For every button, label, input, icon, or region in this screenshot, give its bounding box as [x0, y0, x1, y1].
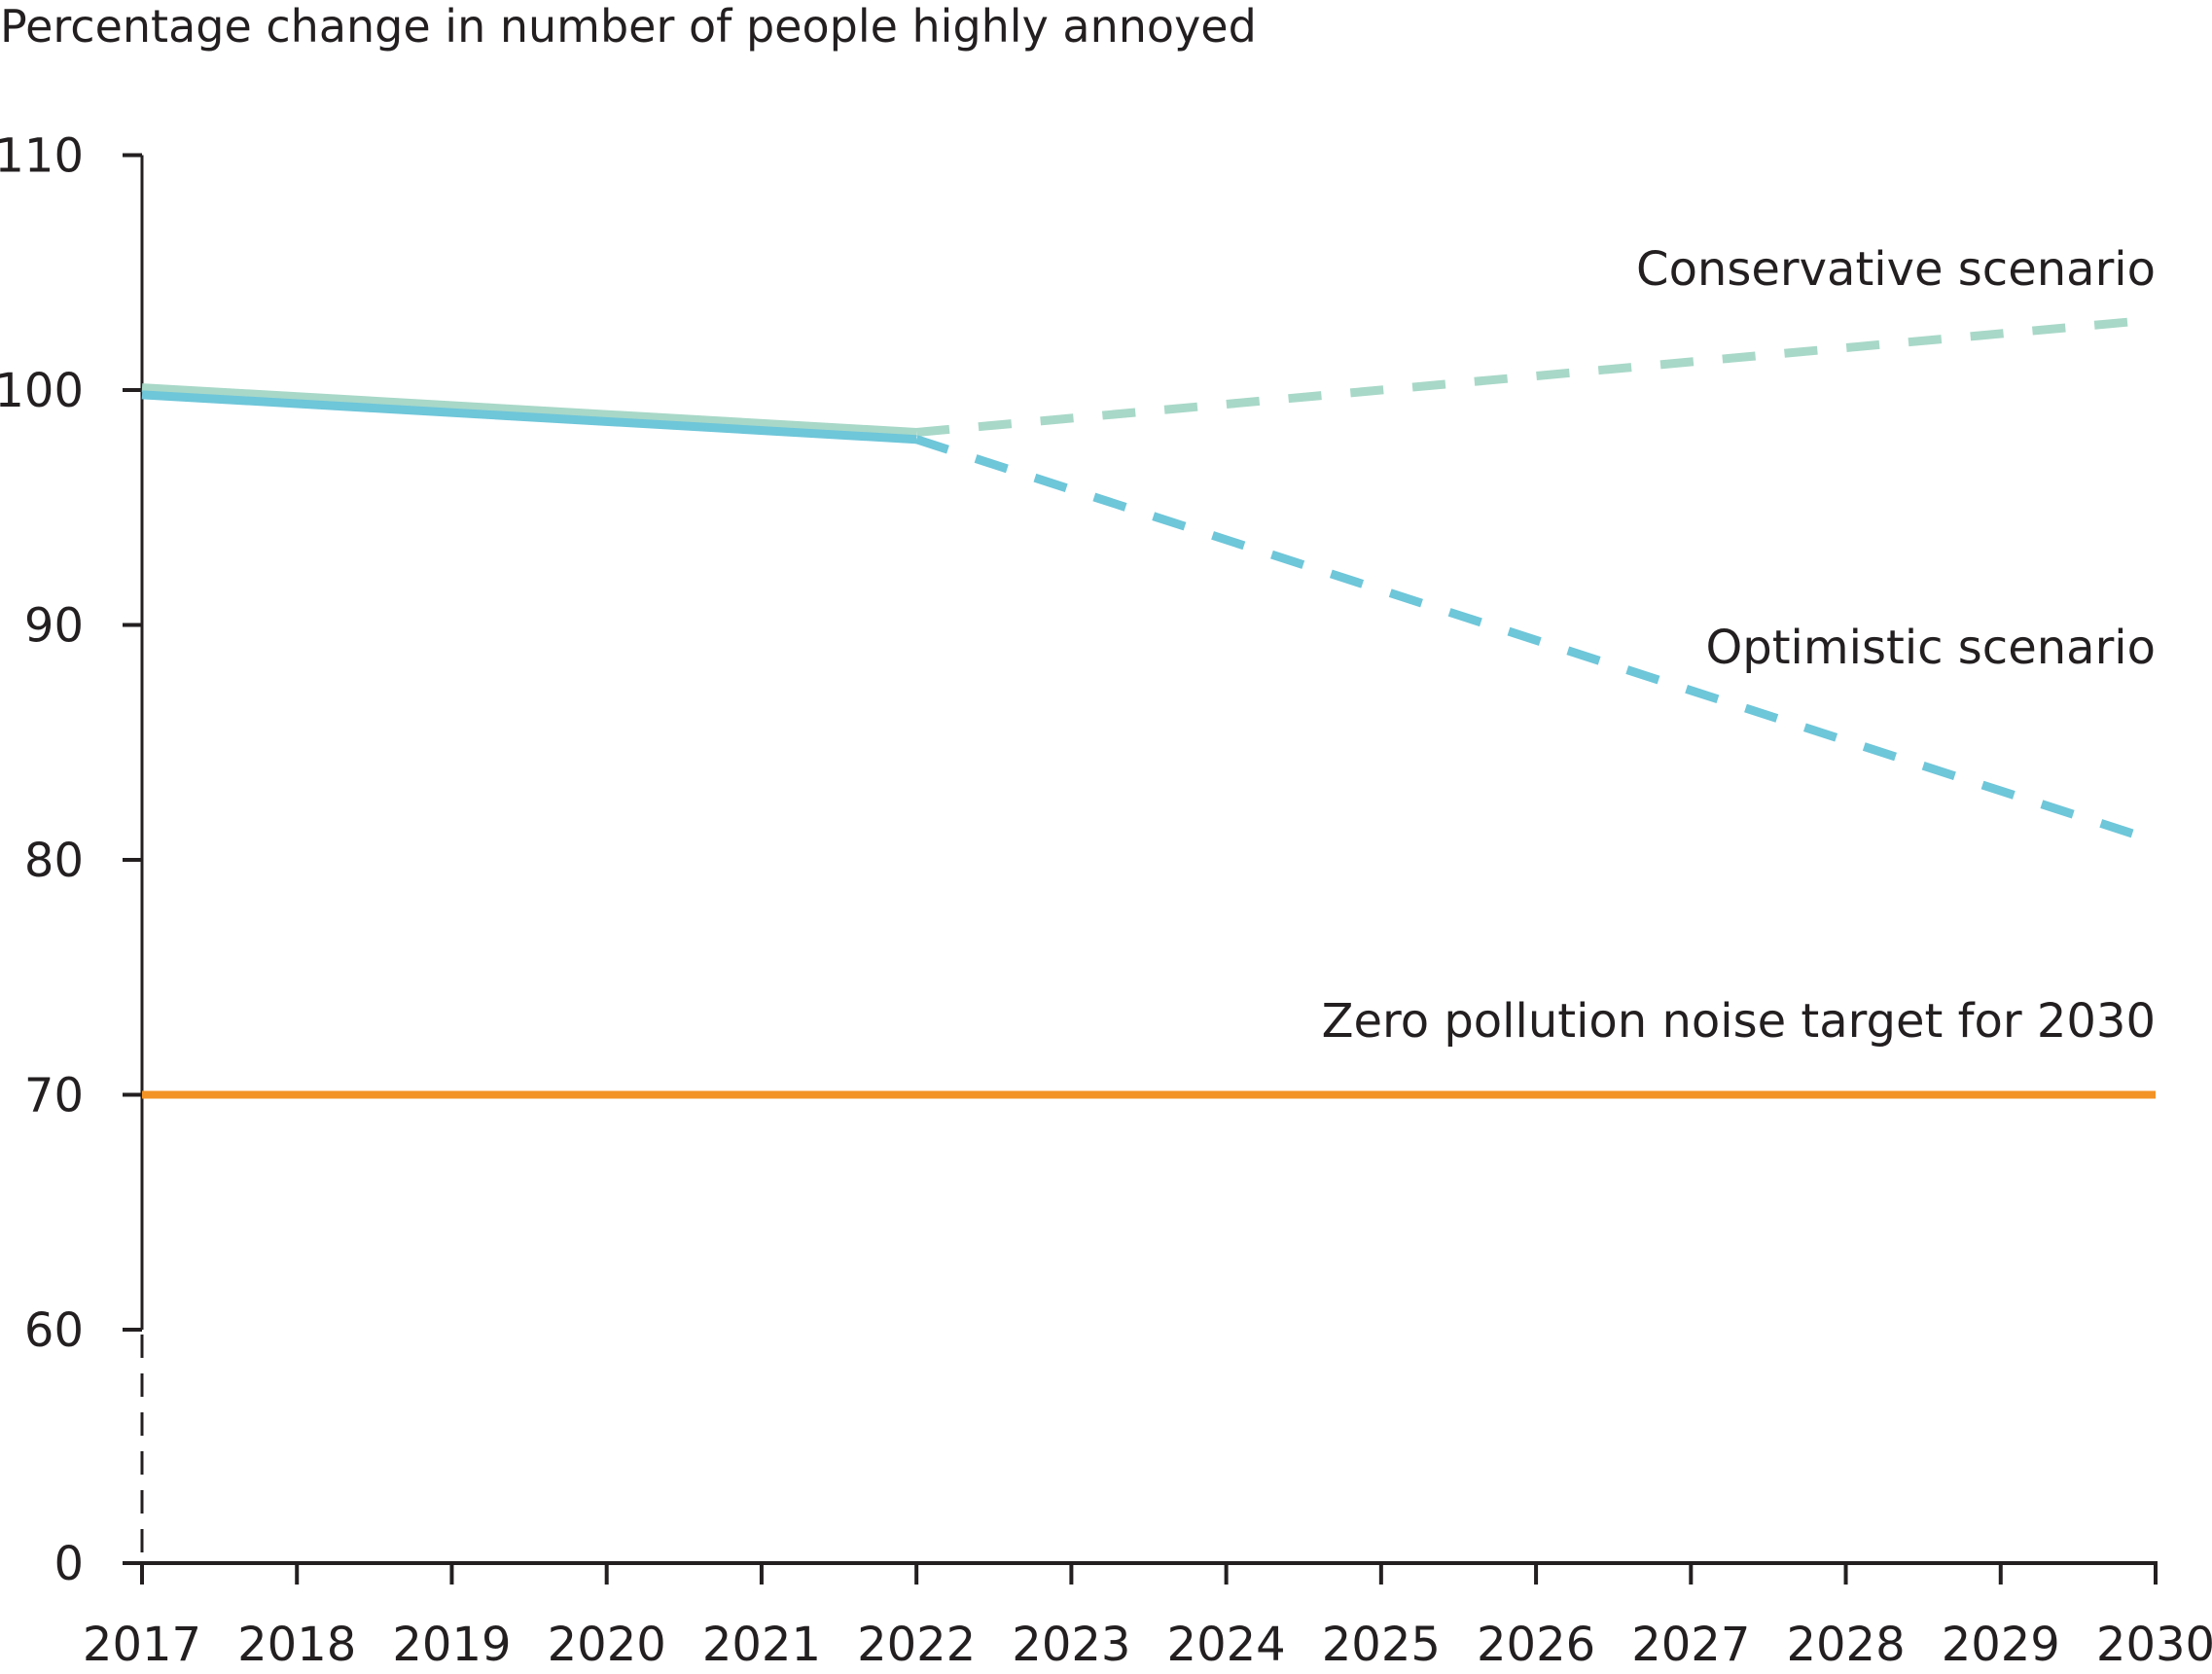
optimistic-scenario-projection-line: [914, 435, 2158, 845]
x-tick-label: 2018: [237, 1618, 356, 1672]
x-tick-label: 2019: [392, 1618, 511, 1672]
optimistic-scenario-label: Optimistic scenario: [1705, 621, 2156, 675]
y-tick-label: 90: [24, 599, 84, 654]
y-tick-label: 0: [54, 1537, 84, 1591]
x-tick-label: 2027: [1631, 1618, 1750, 1672]
conservative-scenario-projection-line: [915, 315, 2157, 437]
x-tick-label: 2030: [2096, 1618, 2212, 1672]
y-tick-label: 70: [24, 1069, 84, 1123]
zero-pollution-noise-target-for-2030-label: Zero pollution noise target for 2030: [1322, 994, 2156, 1049]
optimistic-scenario-historical-line: [141, 390, 917, 445]
y-axis-ticks: 0 60 70 80 90 100 110: [0, 129, 142, 1591]
x-tick-label: 2017: [83, 1618, 201, 1672]
x-tick-label: 2023: [1012, 1618, 1130, 1672]
y-tick-label: 80: [24, 834, 84, 888]
x-tick-label: 2028: [1786, 1618, 1905, 1672]
x-tick-label: 2024: [1167, 1618, 1286, 1672]
x-tick-label: 2025: [1322, 1618, 1441, 1672]
axes: [123, 155, 2158, 1565]
x-tick-label: 2029: [1942, 1618, 2060, 1672]
conservative-scenario-label: Conservative scenario: [1636, 242, 2156, 297]
y-axis-title: Percentage change in number of people hi…: [0, 0, 1257, 53]
y-tick-label: 100: [0, 364, 84, 418]
x-tick-label: 2022: [857, 1618, 976, 1672]
series-layer: [141, 315, 2158, 1099]
x-axis-ticks: 2017 2018 2019 2020 2021 2022 2023 2024 2025 2026…: [83, 1563, 2212, 1672]
conservative-scenario-historical-line: [141, 383, 917, 437]
x-tick-label: 2026: [1477, 1618, 1595, 1672]
x-tick-label: 2020: [548, 1618, 666, 1672]
annotations: Conservative scenario Optimistic scenario…: [1322, 242, 2156, 1049]
x-tick-label: 2021: [702, 1618, 821, 1672]
y-tick-label: 110: [0, 129, 84, 184]
y-tick-label: 60: [24, 1303, 84, 1358]
